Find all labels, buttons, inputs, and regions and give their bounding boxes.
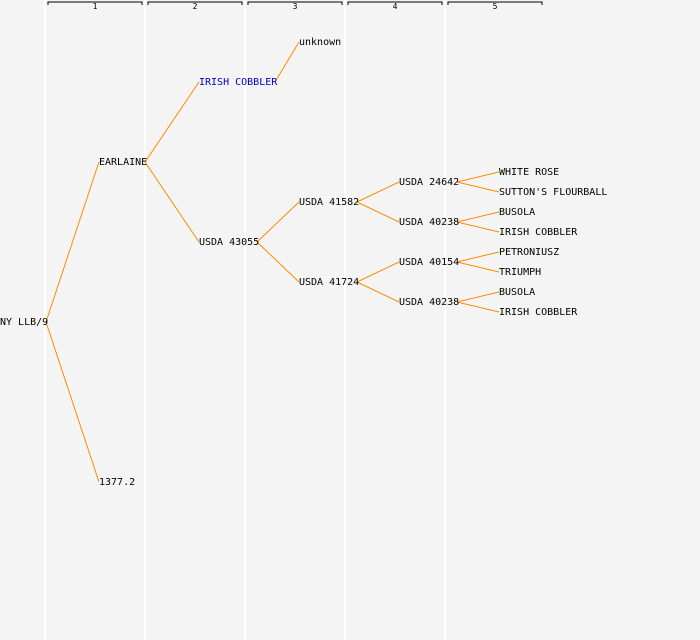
pedigree-edge <box>456 301 500 313</box>
generation-number: 1 <box>93 2 98 11</box>
generation-number: 2 <box>193 2 198 11</box>
pedigree-edge <box>456 211 500 223</box>
generation-bracket <box>347 1 443 5</box>
pedigree-edge <box>274 41 300 83</box>
pedigree-node-n7[interactable]: USDA 41724 <box>299 277 359 288</box>
pedigree-node-root[interactable]: NY LLB/9 <box>0 317 48 328</box>
pedigree-node-n5[interactable]: unknown <box>299 37 341 48</box>
pedigree-node-n19[interactable]: IRISH COBBLER <box>499 307 578 318</box>
pedigree-edge <box>456 261 500 273</box>
pedigree-edge <box>356 201 400 223</box>
pedigree-node-n12[interactable]: WHITE ROSE <box>499 167 559 178</box>
pedigree-node-n13[interactable]: SUTTON'S FLOURBALL <box>499 187 607 198</box>
generation-bracket <box>247 1 343 5</box>
pedigree-node-n6[interactable]: USDA 41582 <box>299 197 359 208</box>
pedigree-node-n4[interactable]: USDA 43055 <box>199 237 259 248</box>
pedigree-node-n18[interactable]: BUSOLA <box>499 287 535 298</box>
generation-bracket <box>447 1 543 5</box>
pedigree-edge <box>256 241 300 283</box>
pedigree-node-n9[interactable]: USDA 40238 <box>399 217 459 228</box>
pedigree-edge <box>456 181 500 193</box>
pedigree-labels: NY LLB/9 EARLAINE 1377.2 IRISH COBBLER USDA … <box>0 37 607 488</box>
pedigree-node-n10[interactable]: USDA 40154 <box>399 257 459 268</box>
pedigree-node-n14[interactable]: BUSOLA <box>499 207 535 218</box>
pedigree-edge <box>456 291 500 303</box>
column-separators <box>44 0 446 640</box>
pedigree-edge <box>144 161 200 243</box>
pedigree-node-n3[interactable]: IRISH COBBLER <box>199 77 278 88</box>
pedigree-edge <box>144 81 200 163</box>
generation-bracket <box>147 1 243 5</box>
generation-number: 4 <box>393 2 398 11</box>
generation-number: 3 <box>293 2 298 11</box>
pedigree-edge <box>45 321 100 483</box>
pedigree-edge <box>356 281 400 303</box>
pedigree-node-n11[interactable]: USDA 40238 <box>399 297 459 308</box>
generation-number: 5 <box>493 2 498 11</box>
pedigree-edge <box>456 221 500 233</box>
generation-header: 1 2 3 4 5 <box>47 1 543 11</box>
pedigree-node-n15[interactable]: IRISH COBBLER <box>499 227 578 238</box>
pedigree-edge <box>256 201 300 243</box>
pedigree-edges <box>45 41 500 483</box>
pedigree-edge <box>45 161 100 323</box>
pedigree-edge <box>356 181 400 203</box>
pedigree-node-n17[interactable]: TRIUMPH <box>499 267 541 278</box>
pedigree-edge <box>456 171 500 183</box>
pedigree-node-n8[interactable]: USDA 24642 <box>399 177 459 188</box>
pedigree-node-n16[interactable]: PETRONIUSZ <box>499 247 559 258</box>
pedigree-node-n1[interactable]: EARLAINE <box>99 157 147 168</box>
pedigree-edge <box>456 251 500 263</box>
pedigree-node-n2[interactable]: 1377.2 <box>99 477 135 488</box>
generation-bracket <box>47 1 143 5</box>
pedigree-edge <box>356 261 400 283</box>
